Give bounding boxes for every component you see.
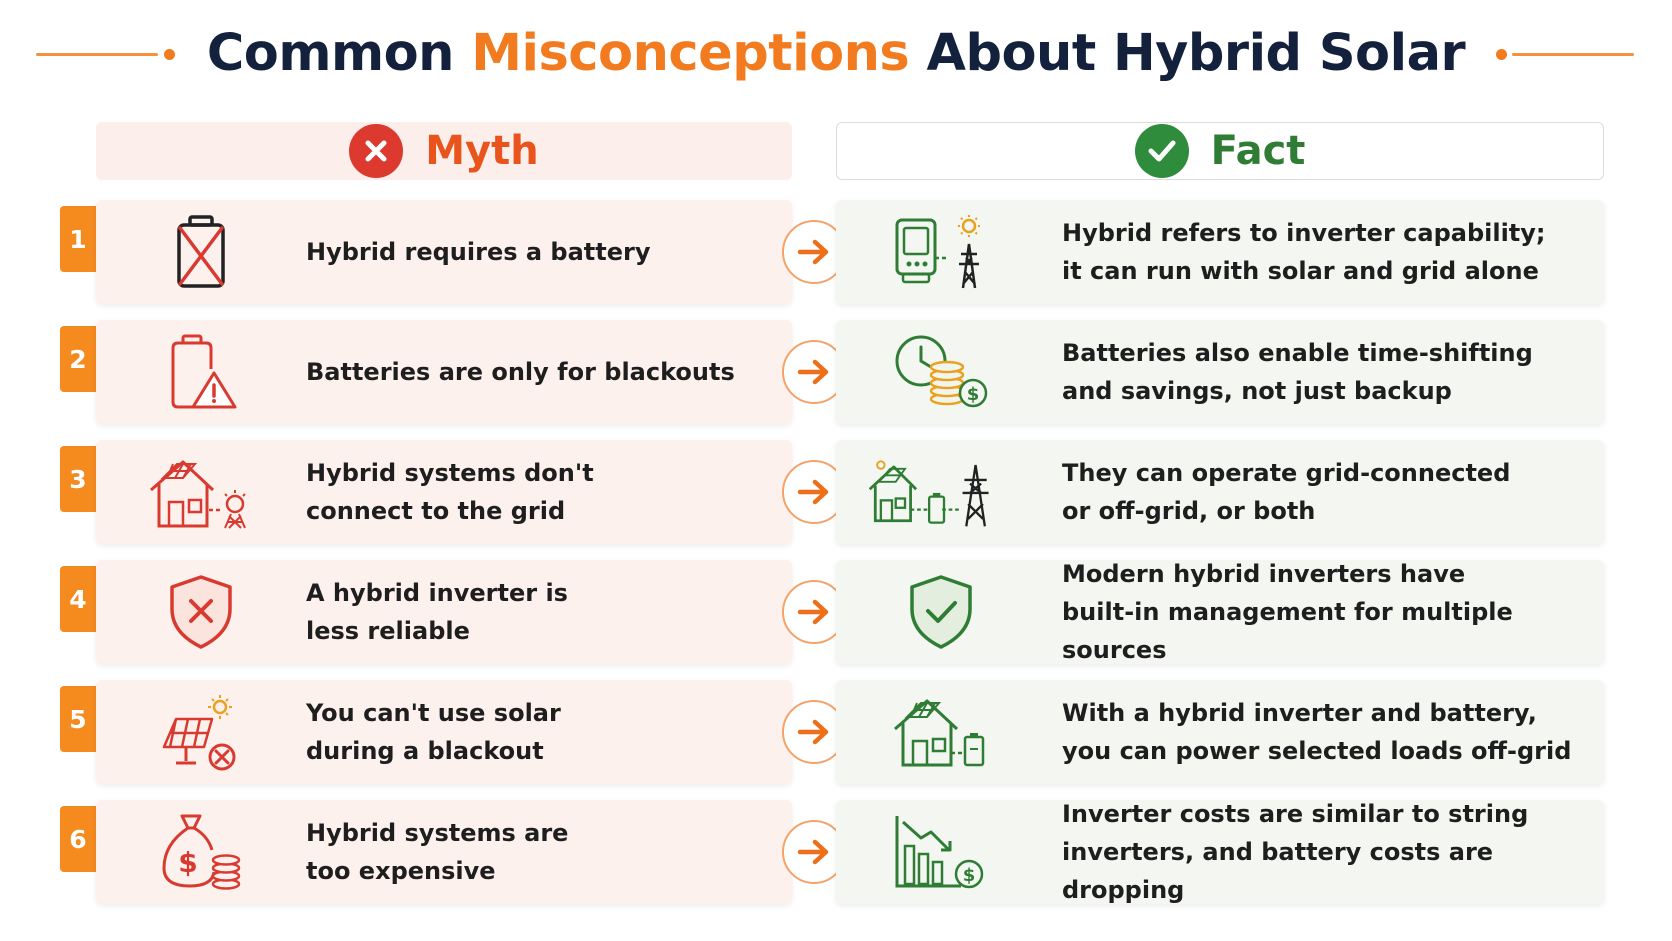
- arrow-right-icon: [782, 220, 846, 284]
- myth-text: Hybrid systems don't connect to the grid: [306, 459, 594, 525]
- myth-header-label: Myth: [425, 128, 539, 174]
- shield-check-icon: [886, 572, 996, 652]
- fact-card: Hybrid refers to inverter capability; it…: [836, 200, 1604, 304]
- row-number-badge: 1: [60, 206, 96, 272]
- x-circle-icon: [349, 124, 404, 178]
- row-number-badge: 2: [60, 326, 96, 392]
- misconception-row-1: 1 Hybrid requires a battery: [0, 200, 1672, 304]
- arrow-right-icon: [782, 340, 846, 404]
- fact-text: Batteries also enable time-shifting and …: [1062, 339, 1533, 405]
- misconception-row-6: 6 $ Hybrid systems are too expensive: [0, 800, 1672, 904]
- fact-card: $ Inverter costs are similar to string i…: [836, 800, 1604, 904]
- row-number-badge: 4: [60, 566, 96, 632]
- myth-card: Hybrid systems don't connect to the grid: [96, 440, 792, 544]
- house-solar-no-grid-icon: [146, 452, 256, 532]
- myth-card: $ Hybrid systems are too expensive: [96, 800, 792, 904]
- myth-card: Batteries are only for blackouts: [96, 320, 792, 424]
- row-number-badge: 6: [60, 806, 96, 872]
- fact-header-label: Fact: [1210, 128, 1306, 174]
- myth-column-header: Myth: [96, 122, 792, 180]
- myth-text: You can't use solar during a blackout: [306, 699, 561, 765]
- svg-text:$: $: [178, 846, 197, 879]
- title-decor-line-right: [1512, 53, 1634, 56]
- title-part1: Common: [206, 24, 472, 83]
- myth-card: You can't use solar during a blackout: [96, 680, 792, 784]
- myth-text: Batteries are only for blackouts: [306, 358, 735, 386]
- fact-card: They can operate grid-connected or off-g…: [836, 440, 1604, 544]
- title-decor-line-left: [36, 53, 158, 56]
- myth-text: A hybrid inverter is less reliable: [306, 579, 568, 645]
- myth-text: Hybrid requires a battery: [306, 238, 651, 266]
- title-part2: About Hybrid Solar: [909, 24, 1466, 83]
- title-accent: Misconceptions: [471, 24, 910, 83]
- row-number-badge: 5: [60, 686, 96, 752]
- svg-text:$: $: [967, 384, 980, 405]
- fact-column-header: Fact: [836, 122, 1604, 180]
- myth-card: A hybrid inverter is less reliable: [96, 560, 792, 664]
- check-circle-icon: [1134, 124, 1189, 178]
- title-bar: Common Misconceptions About Hybrid Solar: [0, 22, 1672, 92]
- fact-card: $ Batteries also enable time-shifting an…: [836, 320, 1604, 424]
- row-number-badge: 3: [60, 446, 96, 512]
- arrow-right-icon: [782, 700, 846, 764]
- misconception-row-4: 4 A hybrid inverter is less reliable Mod…: [0, 560, 1672, 664]
- house-solar-battery-icon: [886, 692, 996, 772]
- falling-cost-chart-icon: $: [886, 812, 996, 892]
- clock-coins-icon: $: [886, 332, 996, 412]
- solar-panel-x-icon: [146, 692, 256, 772]
- money-bag-coins-icon: $: [146, 812, 256, 892]
- misconception-row-2: 2 Batteries are only for blackouts: [0, 320, 1672, 424]
- title-decor-dot-left: [164, 49, 175, 60]
- crossed-battery-icon: [146, 212, 256, 292]
- battery-warning-icon: [146, 332, 256, 412]
- inverter-sun-pylon-icon: [886, 212, 996, 292]
- fact-text: They can operate grid-connected or off-g…: [1062, 459, 1511, 525]
- house-battery-pylon-icon: [868, 452, 996, 532]
- shield-x-icon: [146, 572, 256, 652]
- fact-text: Modern hybrid inverters have built-in ma…: [1062, 560, 1513, 664]
- fact-card: With a hybrid inverter and battery, you …: [836, 680, 1604, 784]
- arrow-right-icon: [782, 460, 846, 524]
- page-title: Common Misconceptions About Hybrid Solar: [0, 22, 1672, 86]
- misconception-row-5: 5 You can't use solar during a blackout: [0, 680, 1672, 784]
- fact-card: Modern hybrid inverters have built-in ma…: [836, 560, 1604, 664]
- fact-text: Hybrid refers to inverter capability; it…: [1062, 219, 1546, 285]
- fact-text: With a hybrid inverter and battery, you …: [1062, 699, 1572, 765]
- myth-card: Hybrid requires a battery: [96, 200, 792, 304]
- svg-text:$: $: [963, 865, 976, 886]
- title-decor-dot-right: [1496, 49, 1507, 60]
- fact-text: Inverter costs are similar to string inv…: [1062, 800, 1529, 904]
- myth-text: Hybrid systems are too expensive: [306, 819, 569, 885]
- arrow-right-icon: [782, 820, 846, 884]
- misconception-row-3: 3 Hybrid systems don't connect to the gr…: [0, 440, 1672, 544]
